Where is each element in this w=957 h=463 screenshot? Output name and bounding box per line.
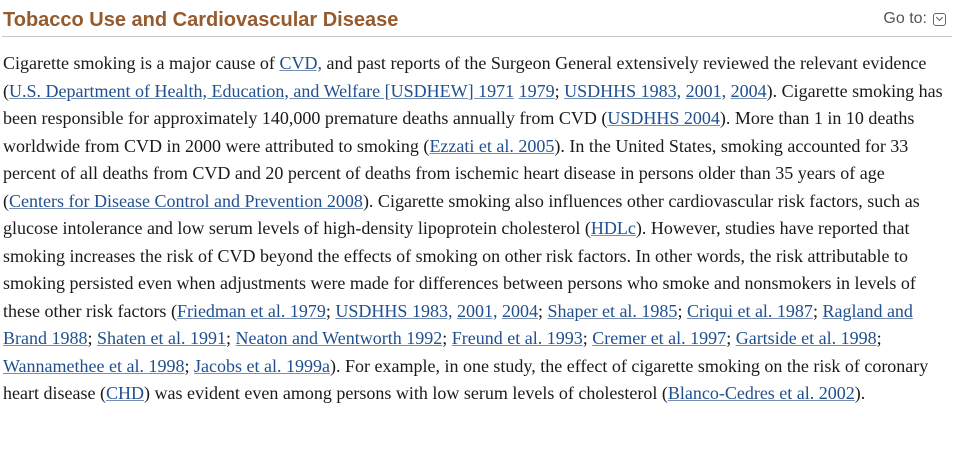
citation-link[interactable]: 2004 [730, 80, 767, 101]
citation-link[interactable]: Ragland and Brand 1988 [3, 300, 913, 349]
citation-link[interactable]: CHD [105, 383, 144, 403]
paragraph-text: ; [537, 300, 548, 321]
paragraph-text: ; [554, 80, 565, 101]
paragraph-text: ; [226, 328, 236, 348]
citation-link[interactable]: CVD, [279, 53, 322, 73]
paragraph-text: ; [582, 328, 593, 348]
paragraph-text: ; [87, 328, 98, 348]
citation-link[interactable]: Wannamethee et al. 1998 [3, 355, 185, 376]
goto-label: Go to: [883, 10, 927, 27]
citation-link[interactable]: Jacobs et al. 1999a [194, 355, 330, 376]
goto-menu[interactable]: Go to: [883, 10, 946, 28]
citation-link[interactable]: USDHHS 1983, [335, 300, 453, 321]
chevron-down-icon[interactable] [933, 12, 946, 26]
paragraph-text: ). [854, 383, 866, 403]
paragraph-text: ; [726, 328, 736, 348]
paragraph-text: and past reports of the Surgeon General … [3, 53, 927, 101]
citation-link[interactable]: Cremer et al. 1997 [592, 328, 727, 348]
section-title: Tobacco Use and Cardiovascular Disease [3, 9, 399, 31]
citation-link[interactable]: HDLc [590, 218, 636, 238]
paragraph-text: ; [442, 328, 452, 348]
citation-link[interactable]: USDHHS 2004 [607, 108, 720, 128]
citation-link[interactable]: 2004 [501, 300, 538, 321]
paragraph-text: ; [325, 300, 336, 321]
paragraph-text: ). More than 1 in 10 deaths worldwide fr… [3, 108, 915, 156]
citation-link[interactable]: Gartside et al. 1998 [735, 328, 877, 348]
paragraph-text: Cigarette smoking is a major cause of [3, 53, 280, 73]
paragraph-text: ). Cigarette smoking has been responsibl… [3, 80, 943, 129]
citation-link[interactable]: Shaten et al. 1991 [97, 328, 226, 348]
paragraph-text: ) was evident even among persons with lo… [143, 383, 668, 403]
citation-link[interactable]: U.S. Department of Health, Education, an… [9, 80, 515, 101]
paragraph-text: ). In the United States, smoking account… [3, 135, 909, 211]
citation-link[interactable]: 2001, [456, 300, 498, 321]
paragraph-text: ; [876, 328, 882, 348]
citation-link[interactable]: Blanco-Cedres et al. 2002 [667, 383, 855, 403]
paragraph-text: ). However, studies have reported that s… [3, 218, 916, 321]
paragraph-text: ; [812, 300, 823, 321]
citation-link[interactable]: 1979 [518, 80, 555, 101]
citation-link[interactable]: Criqui et al. 1987 [686, 300, 813, 321]
citation-link[interactable]: Freund et al. 1993 [451, 328, 583, 348]
paragraph-text: ; [184, 355, 194, 376]
citation-link[interactable]: Shaper et al. 1985 [547, 300, 678, 321]
paragraph-text: ). For example, in one study, the effect… [3, 355, 929, 404]
section-header: Tobacco Use and Cardiovascular Disease G… [2, 0, 952, 37]
paragraph-text: ). Cigarette smoking also influences oth… [3, 190, 920, 239]
citation-link[interactable]: 2001, [685, 80, 727, 101]
paragraph-text: ; [677, 300, 687, 321]
citation-link[interactable]: Ezzati et al. 2005 [429, 135, 555, 156]
body-paragraph: Cigarette smoking is a major cause of CV… [3, 50, 947, 408]
citation-link[interactable]: USDHHS 1983, [564, 80, 682, 101]
citation-link[interactable]: Neaton and Wentworth 1992 [235, 328, 443, 348]
citation-link[interactable]: Centers for Disease Control and Preventi… [9, 190, 363, 211]
citation-link[interactable]: Friedman et al. 1979 [176, 300, 326, 321]
